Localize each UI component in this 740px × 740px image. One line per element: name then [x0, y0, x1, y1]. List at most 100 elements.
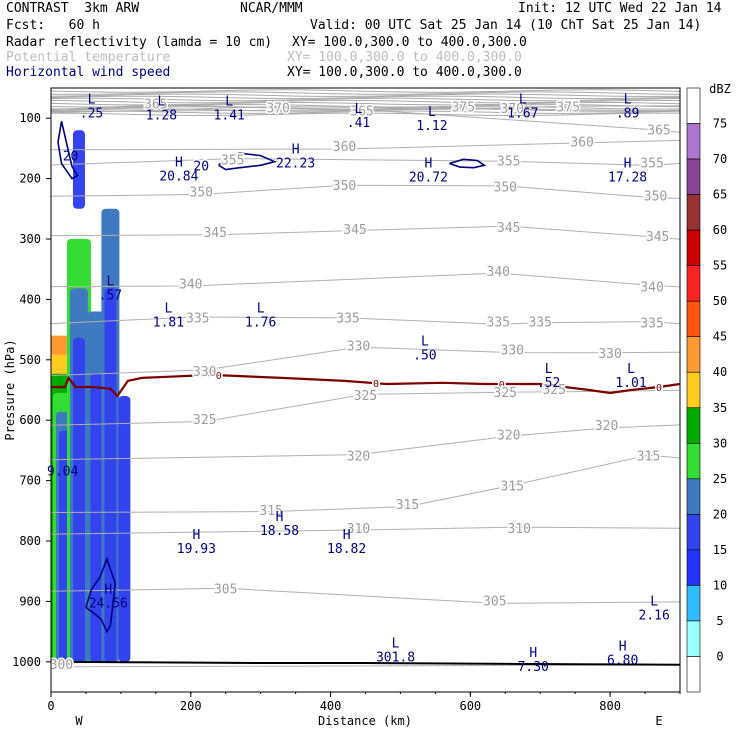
theta-label-44: 310	[347, 522, 370, 537]
colorbar-label-75: 75	[713, 117, 727, 131]
field-reflectivity-xy: XY= 100.0,300.0 to 400.0,300.0	[292, 35, 527, 50]
theta-contour-335	[51, 316, 680, 325]
colorbar-cell-55	[686, 265, 701, 302]
theta-label-18: 345	[343, 223, 366, 238]
theta-label-12: 355	[640, 157, 663, 172]
theta-label-41: 315	[501, 480, 524, 495]
y-tick-label-4: 500	[19, 353, 41, 367]
theta-label-14: 350	[333, 179, 356, 194]
colorbar-cell-35	[686, 407, 701, 444]
freezing-label-bg-3	[655, 380, 664, 392]
marker-L-value-12: 1.81	[153, 316, 184, 331]
theta-label-40: 315	[637, 449, 660, 464]
colorbar-label-50: 50	[713, 294, 727, 308]
colorbar-cell-0	[686, 656, 701, 693]
marker-L-value-13: 1.76	[245, 316, 276, 331]
theta-label-28: 335	[640, 317, 663, 332]
theta-label-9: 355	[221, 153, 244, 168]
marker-H-symbol-24: H	[619, 640, 627, 655]
marker-L-value-15: .52	[537, 376, 560, 391]
freezing-level-label-0: 0	[216, 371, 222, 382]
colorbar-cell-30	[686, 442, 701, 480]
theta-label-5: 375	[556, 100, 579, 115]
theta-label-4: 370	[501, 102, 524, 117]
theta-label-21: 340	[179, 277, 202, 292]
y-tick-label-1: 200	[19, 172, 41, 186]
theta-contour-strat-8	[51, 106, 680, 110]
y-tick-label-6: 700	[19, 474, 41, 488]
x-tick-label-4: 800	[599, 699, 621, 713]
field-theta-xy: XY= 100.0,300.0 to 400.0,300.0	[287, 50, 522, 65]
colorbar-label-0: 0	[716, 649, 723, 663]
y-tick-label-5: 600	[19, 413, 41, 427]
freezing-level-label-2: 0	[499, 380, 505, 391]
marker-L-value-16: 1.01	[615, 376, 646, 391]
theta-contour-305	[51, 587, 680, 604]
freezing-label-bg-1	[371, 377, 380, 389]
colorbar-label-25: 25	[713, 472, 727, 486]
colorbar-label-55: 55	[713, 259, 727, 273]
colorbar-label-35: 35	[713, 401, 727, 415]
theta-label-34: 325	[354, 389, 377, 404]
plot-content: 0 0 0 0	[51, 89, 680, 669]
y-axis-label: Pressure (hPa)	[3, 339, 17, 440]
colorbar-label-65: 65	[713, 188, 727, 202]
x-tick-label-2: 400	[320, 699, 342, 713]
theta-label-45: 310	[508, 522, 531, 537]
theta-contour-strat-6	[51, 102, 680, 106]
marker-H-symbol-8: H	[292, 143, 300, 158]
theta-label-43: 315	[259, 504, 282, 519]
y-tick-label-8: 900	[19, 594, 41, 608]
theta-contour-strat-11	[51, 112, 680, 117]
theta-contour-strat-7	[51, 104, 680, 108]
theta-label-2: 365	[350, 105, 373, 120]
marker-H-symbol-10: H	[624, 157, 632, 172]
reflectivity-column-3-20	[90, 372, 103, 662]
theta-contour-strat-10	[51, 110, 680, 114]
colorbar-label-60: 60	[713, 223, 727, 237]
theta-label-8: 360	[570, 135, 593, 150]
reflectivity-column-4-20	[104, 288, 117, 662]
wind-contour-low-level-jet	[85, 556, 117, 634]
colorbar-label-20: 20	[713, 507, 727, 521]
y-tick-label-2: 300	[19, 232, 41, 246]
theta-contour-strat-4	[51, 97, 680, 102]
theta-contour-310	[51, 526, 680, 535]
colorbar-label-70: 70	[713, 152, 727, 166]
field-wind-label: Horizontal wind speed	[6, 65, 171, 80]
theta-label-42: 315	[396, 498, 419, 513]
colorbar-cell-65	[686, 194, 701, 231]
theta-label-24: 335	[186, 312, 209, 327]
theta-contour-330	[51, 346, 680, 376]
marker-L-symbol-1: L	[158, 94, 166, 109]
marker-L-value-1: 1.28	[146, 108, 177, 123]
marker-H-symbol-18: H	[276, 510, 284, 525]
theta-label-0: 365	[144, 97, 167, 112]
theta-label-48: 300	[50, 658, 73, 673]
marker-H-value-23: 7.30	[518, 660, 549, 675]
marker-H-value-18: 18.58	[260, 524, 299, 539]
direction-west: W	[75, 714, 83, 728]
marker-L-symbol-6: L	[624, 93, 632, 108]
marker-H-value-8: 22.23	[276, 157, 315, 172]
theta-label-20: 345	[646, 230, 669, 245]
marker-L-symbol-3: L	[355, 102, 363, 117]
theta-label-47: 305	[483, 594, 506, 609]
marker-L-symbol-21: L	[650, 594, 658, 609]
y-tick-label-9: 1000	[12, 655, 41, 669]
theta-contour-strat-9	[51, 108, 680, 112]
colorbar-cell-50	[686, 300, 701, 338]
theta-contour-320	[51, 424, 680, 461]
y-tick-label-7: 800	[19, 534, 41, 548]
marker-L-value-14: .50	[413, 349, 436, 364]
theta-contour-340	[51, 272, 680, 288]
reflectivity-column-5-20	[118, 396, 131, 662]
marker-H-value-20: 24.56	[89, 596, 128, 611]
theta-label-6: 365	[647, 123, 670, 138]
theta-contour-strat-3	[51, 95, 680, 100]
theta-contour-355	[51, 158, 680, 167]
marker-H-value-24: 6.80	[607, 654, 638, 669]
wind-contour-label-jet-core-west: 20	[63, 149, 79, 164]
marker-H-symbol-23: H	[529, 646, 537, 661]
header-fcst: Fcst: 60 h	[6, 18, 100, 33]
